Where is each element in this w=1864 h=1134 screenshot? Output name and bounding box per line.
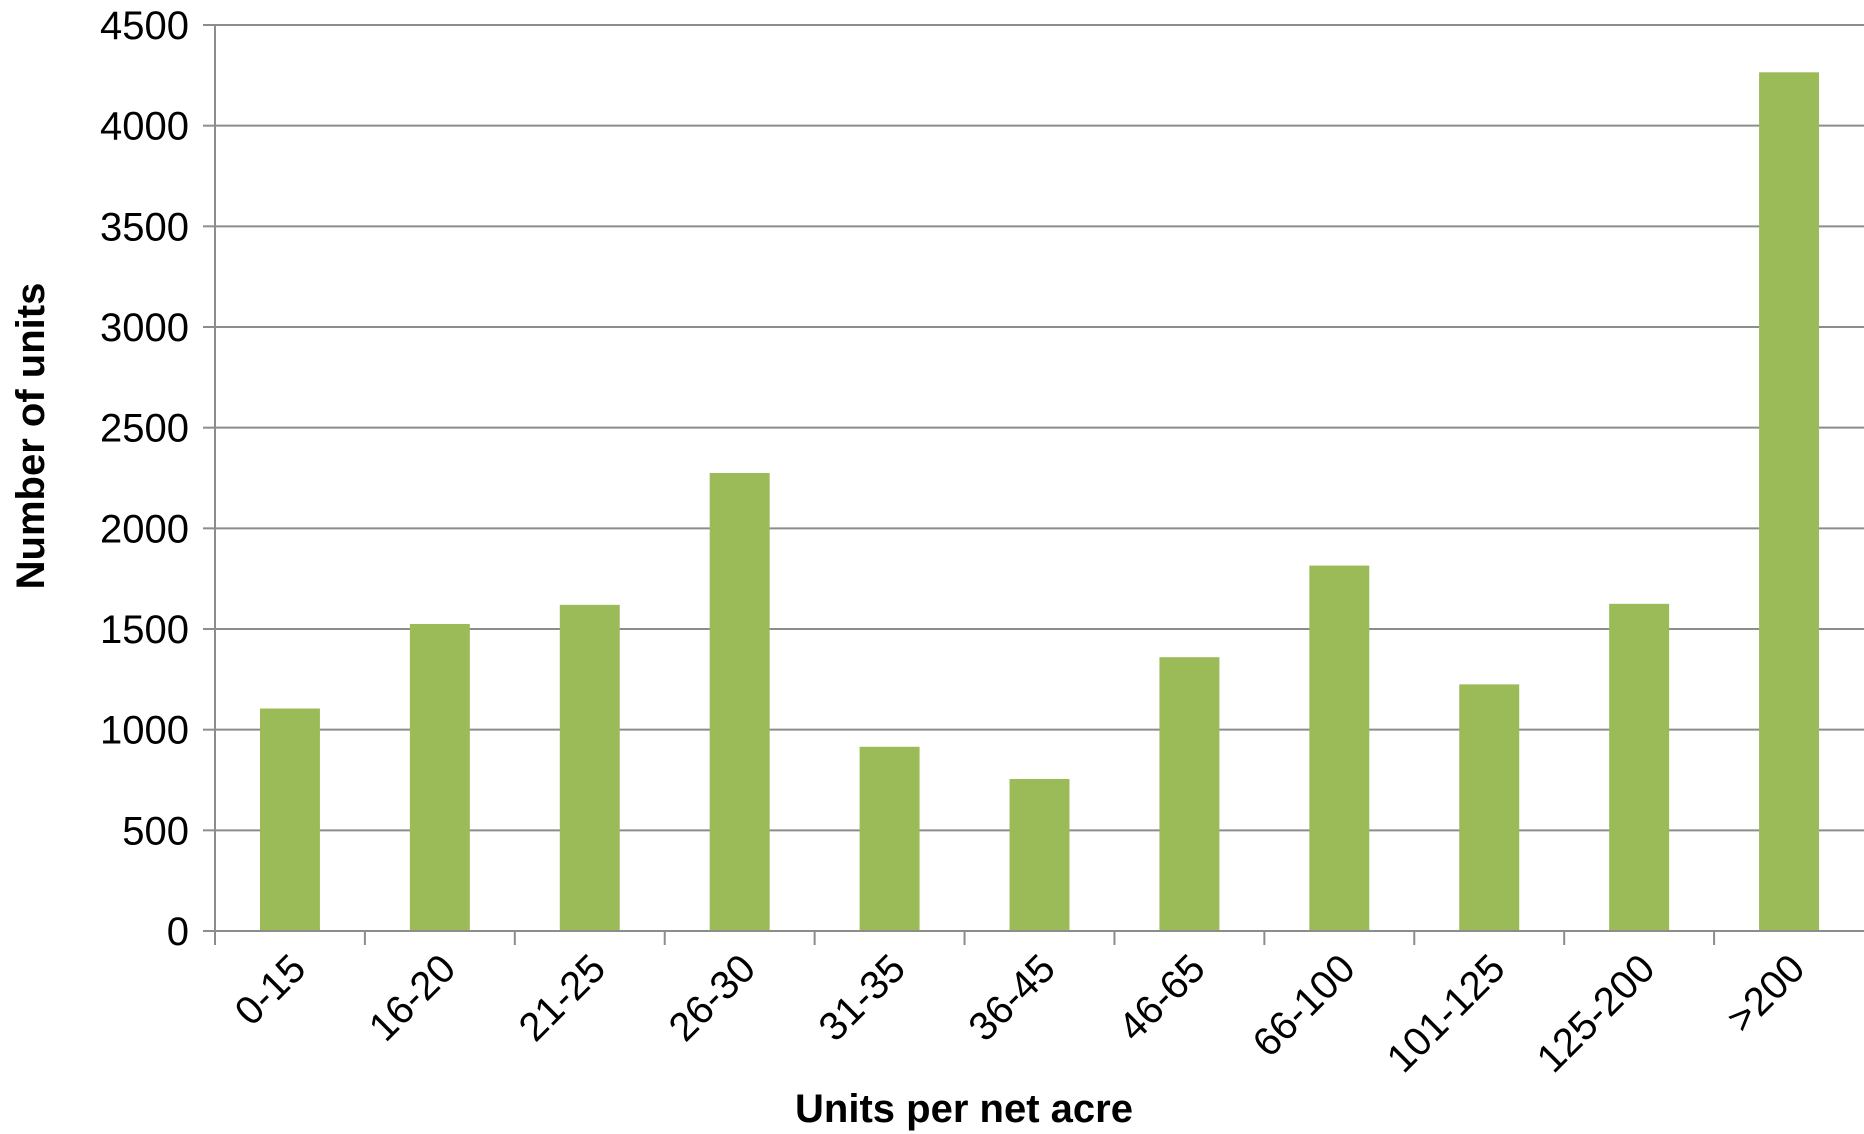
y-tick-labels: 0 500 1000 1500 2000 2500 3000 3500 4000 4500 — [100, 4, 189, 954]
x-tick-label: 0-15 — [227, 946, 315, 1034]
bar — [1309, 565, 1370, 931]
bar — [1009, 778, 1070, 931]
x-tick-label: 31-35 — [810, 946, 913, 1049]
bar — [559, 604, 620, 931]
y-tick-label: 4500 — [100, 4, 189, 48]
x-tick-label: 26-30 — [661, 946, 764, 1049]
x-axis-title: Units per net acre — [795, 1087, 1133, 1131]
y-tick-label: 1500 — [100, 608, 189, 652]
y-tick-label: 2500 — [100, 407, 189, 451]
x-tick-label: 16-20 — [361, 946, 464, 1049]
x-tick-label: 101-125 — [1379, 946, 1514, 1081]
bar — [709, 472, 770, 931]
bars — [259, 72, 1820, 931]
axes — [203, 24, 1864, 945]
y-tick-label: 500 — [122, 809, 189, 853]
bar — [1159, 657, 1220, 931]
bar — [1609, 603, 1670, 931]
x-tick-label: >200 — [1719, 946, 1814, 1041]
y-axis-title: Number of units — [9, 283, 53, 590]
y-tick-label: 2000 — [100, 507, 189, 551]
bar — [259, 708, 320, 931]
y-tick-label: 3500 — [100, 205, 189, 249]
bar — [1759, 72, 1820, 931]
x-tick-label: 21-25 — [511, 946, 614, 1049]
bar — [409, 623, 470, 931]
bar — [859, 746, 920, 931]
x-tick-label: 125-200 — [1529, 946, 1664, 1081]
x-tick-label: 46-65 — [1110, 946, 1213, 1049]
bar — [1459, 684, 1520, 931]
y-tick-label: 4000 — [100, 105, 189, 149]
x-tick-label: 36-45 — [960, 946, 1063, 1049]
gridlines — [215, 24, 1864, 832]
y-tick-label: 3000 — [100, 306, 189, 350]
y-tick-label: 1000 — [100, 709, 189, 753]
y-tick-label: 0 — [167, 910, 189, 954]
x-tick-labels: 0-15 16-20 21-25 26-30 31-35 36-45 46-65 66-100… — [227, 946, 1814, 1081]
x-tick-label: 66-100 — [1244, 946, 1363, 1065]
